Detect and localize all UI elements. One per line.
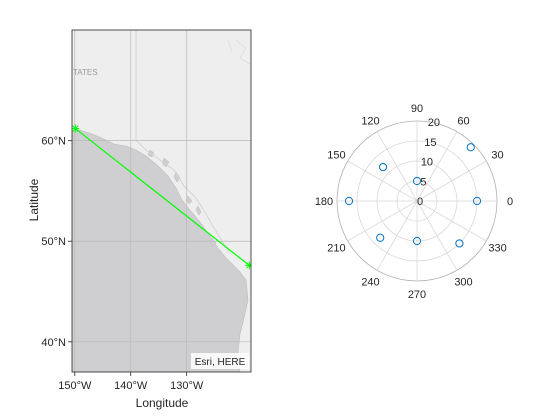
polar-point bbox=[412, 236, 422, 246]
y-tick-label: 60°N bbox=[41, 136, 66, 148]
y-tick-label: 50°N bbox=[41, 236, 66, 248]
route-marker bbox=[72, 124, 80, 133]
polar-theta-label: 180 bbox=[315, 196, 333, 208]
polar-theta-label: 0 bbox=[507, 196, 513, 208]
x-tick-label: 140°W bbox=[114, 380, 148, 392]
polar-r-labels: 0 5 10 15 20 bbox=[417, 117, 440, 208]
polar-r-label: 20 bbox=[428, 117, 440, 129]
y-tick-label: 40°N bbox=[41, 337, 66, 349]
polar-r-label: 0 bbox=[417, 196, 423, 208]
polar-r-label: 15 bbox=[424, 137, 436, 149]
polar-theta-label: 330 bbox=[488, 243, 506, 255]
map-land bbox=[72, 129, 249, 372]
polar-grid-spoke bbox=[416, 200, 487, 242]
polar-grid-spoke bbox=[347, 200, 418, 242]
attribution-bg bbox=[191, 353, 249, 369]
polar-point bbox=[472, 196, 482, 206]
map-grid bbox=[72, 30, 251, 372]
polar-theta-label: 270 bbox=[408, 289, 426, 301]
polar-theta-label: 150 bbox=[327, 150, 345, 162]
attribution-text: Esri, HERE bbox=[195, 357, 246, 368]
polar-theta-label: 30 bbox=[491, 150, 503, 162]
x-tick-label: 150°W bbox=[58, 380, 92, 392]
polar-point bbox=[344, 196, 354, 206]
polar-theta-label: 240 bbox=[361, 277, 379, 289]
route-marker bbox=[245, 261, 251, 270]
polar-grid-spoke bbox=[376, 200, 418, 271]
polar-r-label: 10 bbox=[421, 157, 433, 169]
polar-theta-label: 210 bbox=[327, 243, 345, 255]
map-frame bbox=[71, 29, 252, 373]
map-islands bbox=[147, 149, 217, 247]
polar-grid-spoke bbox=[347, 160, 418, 202]
polar-theta-label: 60 bbox=[457, 115, 469, 127]
polar-r-label: 5 bbox=[420, 176, 426, 188]
map-rivers bbox=[227, 39, 251, 65]
polar-theta-label: 300 bbox=[454, 277, 472, 289]
polar-grid-spoke bbox=[416, 131, 458, 202]
polar-point bbox=[466, 143, 475, 152]
map-borders bbox=[135, 30, 231, 255]
polar-point bbox=[376, 233, 385, 242]
polar-theta-label: 90 bbox=[411, 103, 423, 115]
x-axis-label: Longitude bbox=[136, 396, 189, 410]
map-series bbox=[72, 124, 251, 270]
map-x-ticks: 150°W 140°W 130°W bbox=[58, 372, 204, 392]
polar-point bbox=[378, 162, 388, 172]
polar-grid-spoke bbox=[416, 160, 487, 202]
x-tick-label: 130°W bbox=[170, 380, 204, 392]
polar-point bbox=[412, 176, 422, 186]
polar-axes: 0 5 10 15 20 0 30 60 90 120 150 180 210 240 270 300 330 bbox=[315, 103, 513, 301]
map-region-label: TATES bbox=[73, 68, 98, 77]
polar-theta-label: 120 bbox=[361, 115, 379, 127]
route-line bbox=[74, 128, 250, 266]
map-y-ticks: 60°N 50°N 40°N bbox=[41, 136, 72, 349]
polar-point bbox=[455, 239, 464, 248]
polar-points bbox=[344, 143, 482, 248]
map-axes: TATES Esri, HERE 150°W 140°W 130°W 60°N 50°… bbox=[27, 29, 252, 410]
polar-grid-spoke bbox=[416, 200, 458, 271]
polar-grid-spoke bbox=[376, 131, 418, 202]
y-axis-label: Latitude bbox=[27, 178, 41, 221]
